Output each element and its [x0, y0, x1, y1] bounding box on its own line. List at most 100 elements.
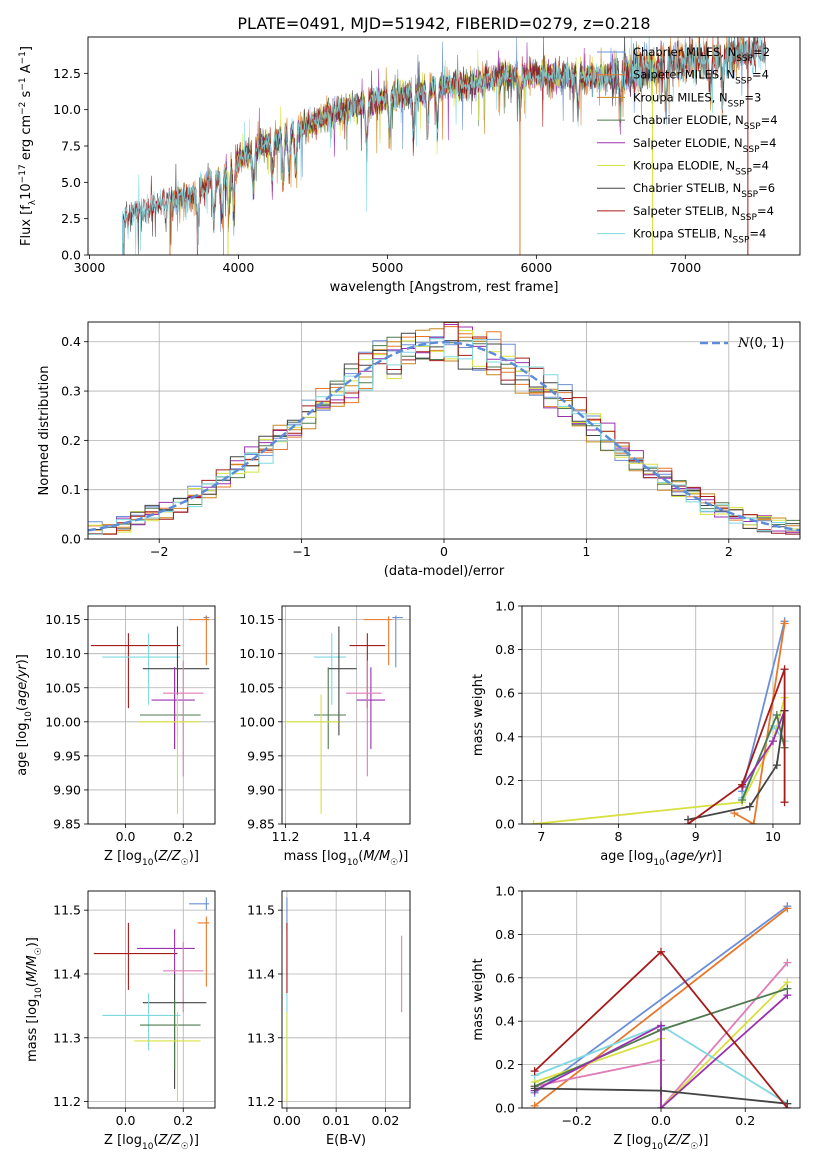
- x-tick-label: 6000: [520, 260, 552, 275]
- x-tick-label: 0.0: [116, 829, 136, 844]
- y-tick-label: 9.95: [53, 748, 81, 763]
- x-tick-label: 0.0: [651, 1113, 671, 1128]
- legend-entry: Salpeter MILES, NSSP=4: [633, 68, 769, 87]
- x-tick-label: 7000: [669, 260, 701, 275]
- y-tick-label: 0.0: [495, 817, 515, 832]
- y-tick-label: 0.8: [495, 642, 515, 657]
- x-tick-label: −2: [150, 544, 168, 559]
- y-tick-label: 10.15: [45, 612, 81, 627]
- y-tick-label: 9.90: [53, 782, 81, 797]
- y-tick-label: 0.3: [61, 384, 81, 399]
- y-axis-label: Normed distribution: [37, 366, 52, 496]
- y-tick-label: 9.85: [53, 817, 81, 832]
- weight-series-chabrier-stelib: [687, 710, 786, 821]
- y-tick-label: 1.0: [495, 599, 515, 614]
- legend-entry: Salpeter ELODIE, NSSP=4: [633, 136, 776, 155]
- y-axis-label: mass [log10(M/M☉)]: [25, 937, 44, 1062]
- plot-area: [88, 322, 800, 535]
- gaussian-curve: [88, 340, 800, 532]
- x-tick-label: −0.2: [562, 1113, 592, 1128]
- y-tick-label: 11.2: [53, 1094, 81, 1109]
- y-tick-label: 5.0: [61, 175, 81, 190]
- legend-entry: Salpeter STELIB, NSSP=4: [633, 204, 774, 223]
- plot-area: [93, 897, 210, 1102]
- y-tick-label: 9.95: [247, 748, 275, 763]
- y-tick-label: 0.4: [495, 729, 515, 744]
- x-tick-label: 0.0: [116, 1113, 136, 1128]
- panel-residuals: −2 −1 0 1 2 0.0 0.1 0.2 0.3 0.4 (data-model)/error…: [37, 321, 801, 579]
- y-tick-label: 10.00: [45, 714, 81, 729]
- plot-area: [90, 615, 210, 814]
- x-tick-label: 7: [537, 829, 545, 844]
- x-tick-label: 0.00: [273, 1113, 301, 1128]
- y-tick-label: 12.5: [53, 66, 81, 81]
- plot-area: [529, 617, 789, 824]
- y-tick-label: 9.85: [247, 817, 275, 832]
- y-axis-label: mass weight: [471, 958, 486, 1040]
- x-tick-label: 9: [692, 829, 700, 844]
- axes-frame: [87, 890, 216, 1109]
- x-tick-label: 0.02: [371, 1113, 399, 1128]
- x-axis-label: (data-model)/error: [384, 564, 505, 579]
- panel-weight_vs_age: 7 8 9 10 0.0 0.2 0.4 0.6 0.8 1.0 age [log10(age/yr…: [471, 599, 801, 868]
- x-tick-label: 5000: [371, 260, 403, 275]
- y-tick-label: 7.5: [61, 139, 81, 154]
- y-tick-label: 0.2: [495, 773, 515, 788]
- legend-entry: Kroupa STELIB, NSSP=4: [633, 227, 766, 246]
- x-tick-label: 11.4: [343, 829, 371, 844]
- figure-title: PLATE=0491, MJD=51942, FIBERID=0279, z=0…: [237, 14, 650, 33]
- panel-weight_vs_Z: −0.2 0.0 0.2 0.0 0.2 0.4 0.6 0.8 1.0 Z [log10(Z/Z…: [471, 884, 801, 1152]
- y-axis-label: Flux [fλ10−17 erg cm−2 s−1 A−1]: [18, 46, 38, 246]
- y-tick-label: 0.2: [495, 1057, 515, 1072]
- x-tick-label: 2: [725, 544, 733, 559]
- y-tick-label: 0.8: [495, 927, 515, 942]
- y-axis-label: mass weight: [471, 674, 486, 756]
- y-tick-label: 0.0: [61, 248, 81, 263]
- y-tick-label: 11.4: [53, 966, 81, 981]
- x-tick-label: 0.2: [173, 1113, 193, 1128]
- spectrum-series-kroupa-stelib: [122, 37, 766, 255]
- y-tick-label: 11.5: [247, 903, 275, 918]
- x-tick-label: 4000: [223, 260, 255, 275]
- y-tick-label: 2.5: [61, 211, 81, 226]
- weight-series-salpeter-elodie: [534, 994, 788, 1108]
- x-axis-label: age [log10(age/yr)]: [600, 849, 722, 868]
- y-tick-label: 0.6: [495, 686, 515, 701]
- panel-age_vs_mass: 11.2 11.4 9.85 9.90 9.95 10.00 10.05 10.10 10.15…: [239, 605, 411, 868]
- legend-entry: Chabrier MILES, NSSP=2: [633, 45, 770, 64]
- y-tick-label: 10.15: [239, 612, 275, 627]
- x-tick-label: 0.2: [173, 829, 193, 844]
- axes-frame: [87, 36, 801, 256]
- y-tick-label: 10.0: [53, 102, 81, 117]
- panel-mass_vs_EBV: 0.00 0.01 0.02 11.2 11.3 11.4 11.5 E(B-V): [247, 890, 411, 1148]
- panel-mass_vs_Z: 0.0 0.2 11.2 11.3 11.4 11.5 Z [log10(Z/Z☉)] mas…: [25, 890, 216, 1152]
- legend-entry: Chabrier STELIB, NSSP=6: [633, 181, 775, 200]
- plot-area: [530, 902, 792, 1108]
- x-tick-label: 0.2: [735, 1113, 755, 1128]
- x-axis-label: wavelength [Angstrom, rest frame]: [330, 280, 559, 295]
- axes-frame: [87, 321, 801, 540]
- x-tick-label: 10: [765, 829, 781, 844]
- y-tick-label: 11.3: [247, 1030, 275, 1045]
- y-tick-label: 11.4: [247, 966, 275, 981]
- axes-frame: [87, 605, 216, 825]
- y-tick-label: 0.4: [61, 334, 81, 349]
- legend-entry: Kroupa MILES, NSSP=3: [633, 90, 761, 109]
- legend-entry: N(0, 1): [737, 336, 784, 351]
- legend-entry: Kroupa ELODIE, NSSP=4: [633, 159, 769, 178]
- y-tick-label: 10.05: [239, 680, 275, 695]
- x-tick-label: 11.2: [272, 829, 300, 844]
- axes-frame: [281, 605, 411, 825]
- plot-area: [122, 37, 766, 255]
- x-tick-label: 1: [582, 544, 590, 559]
- axes-frame: [281, 890, 411, 1109]
- y-tick-label: 0.6: [495, 970, 515, 985]
- y-axis-label: age [log10(age/yr)]: [15, 654, 34, 776]
- x-axis-label: Z [log10(Z/Z☉)]: [104, 1133, 199, 1152]
- panel-spectrum: 3000 4000 5000 6000 7000 0.0 2.5 5.0 7.5 10.0 12.5…: [18, 36, 801, 295]
- plot-area: [286, 897, 403, 1102]
- x-tick-label: 0: [440, 544, 448, 559]
- y-tick-label: 0.4: [495, 1014, 515, 1029]
- axes-frame: [521, 605, 801, 825]
